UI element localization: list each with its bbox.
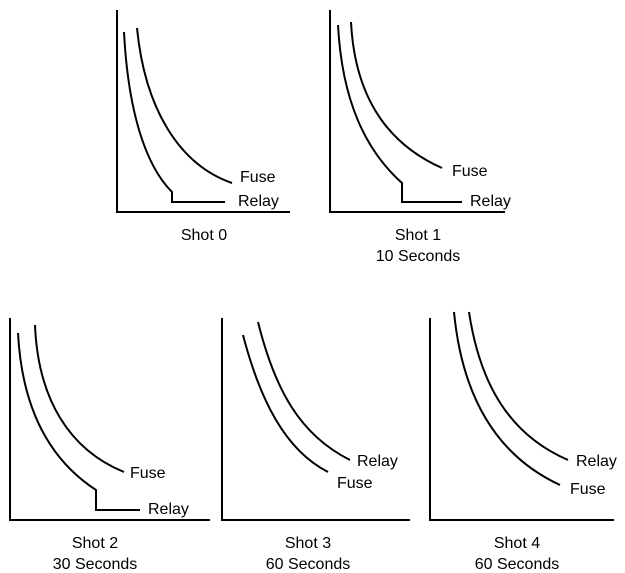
axes — [329, 10, 505, 213]
relay-curve — [123, 31, 225, 203]
caption: 60 Seconds — [266, 556, 351, 573]
relay-label: Relay — [238, 193, 279, 210]
relay-curve — [468, 311, 569, 461]
relay-curve — [257, 321, 351, 461]
relay-label: Relay — [357, 453, 398, 470]
caption: Shot 0 — [181, 227, 227, 244]
panel: Fuse Relay Shot 1 10 Seconds — [329, 10, 511, 265]
caption: 60 Seconds — [475, 556, 560, 573]
caption: Shot 3 — [285, 535, 331, 552]
caption: Shot 4 — [494, 535, 540, 552]
panel: Fuse Relay Shot 2 30 Seconds — [9, 318, 210, 573]
panel: Relay Fuse Shot 4 60 Seconds — [429, 311, 617, 573]
axes — [116, 10, 290, 213]
fuse-curve — [350, 21, 443, 169]
relay-curve — [337, 24, 462, 203]
axes — [429, 318, 614, 521]
panel: Relay Fuse Shot 3 60 Seconds — [221, 318, 410, 573]
relay-label: Relay — [148, 501, 189, 518]
fuse-curve — [136, 27, 233, 184]
caption: 30 Seconds — [53, 556, 138, 573]
relay-curve — [17, 332, 140, 511]
fuse-label: Fuse — [570, 481, 606, 498]
axes — [9, 318, 210, 521]
fuse-label: Fuse — [130, 465, 166, 482]
relay-label: Relay — [470, 193, 511, 210]
fuse-curve — [453, 311, 561, 486]
relay-label: Relay — [576, 453, 617, 470]
fuse-label: Fuse — [337, 475, 373, 492]
fuse-curve — [242, 334, 329, 473]
caption: 10 Seconds — [376, 248, 461, 265]
caption: Shot 2 — [72, 535, 118, 552]
fuse-curve — [34, 324, 125, 473]
axes — [221, 318, 410, 521]
fuse-label: Fuse — [240, 169, 276, 186]
panel: Fuse Relay Shot 0 — [116, 10, 290, 244]
caption: Shot 1 — [395, 227, 441, 244]
fuse-label: Fuse — [452, 163, 488, 180]
